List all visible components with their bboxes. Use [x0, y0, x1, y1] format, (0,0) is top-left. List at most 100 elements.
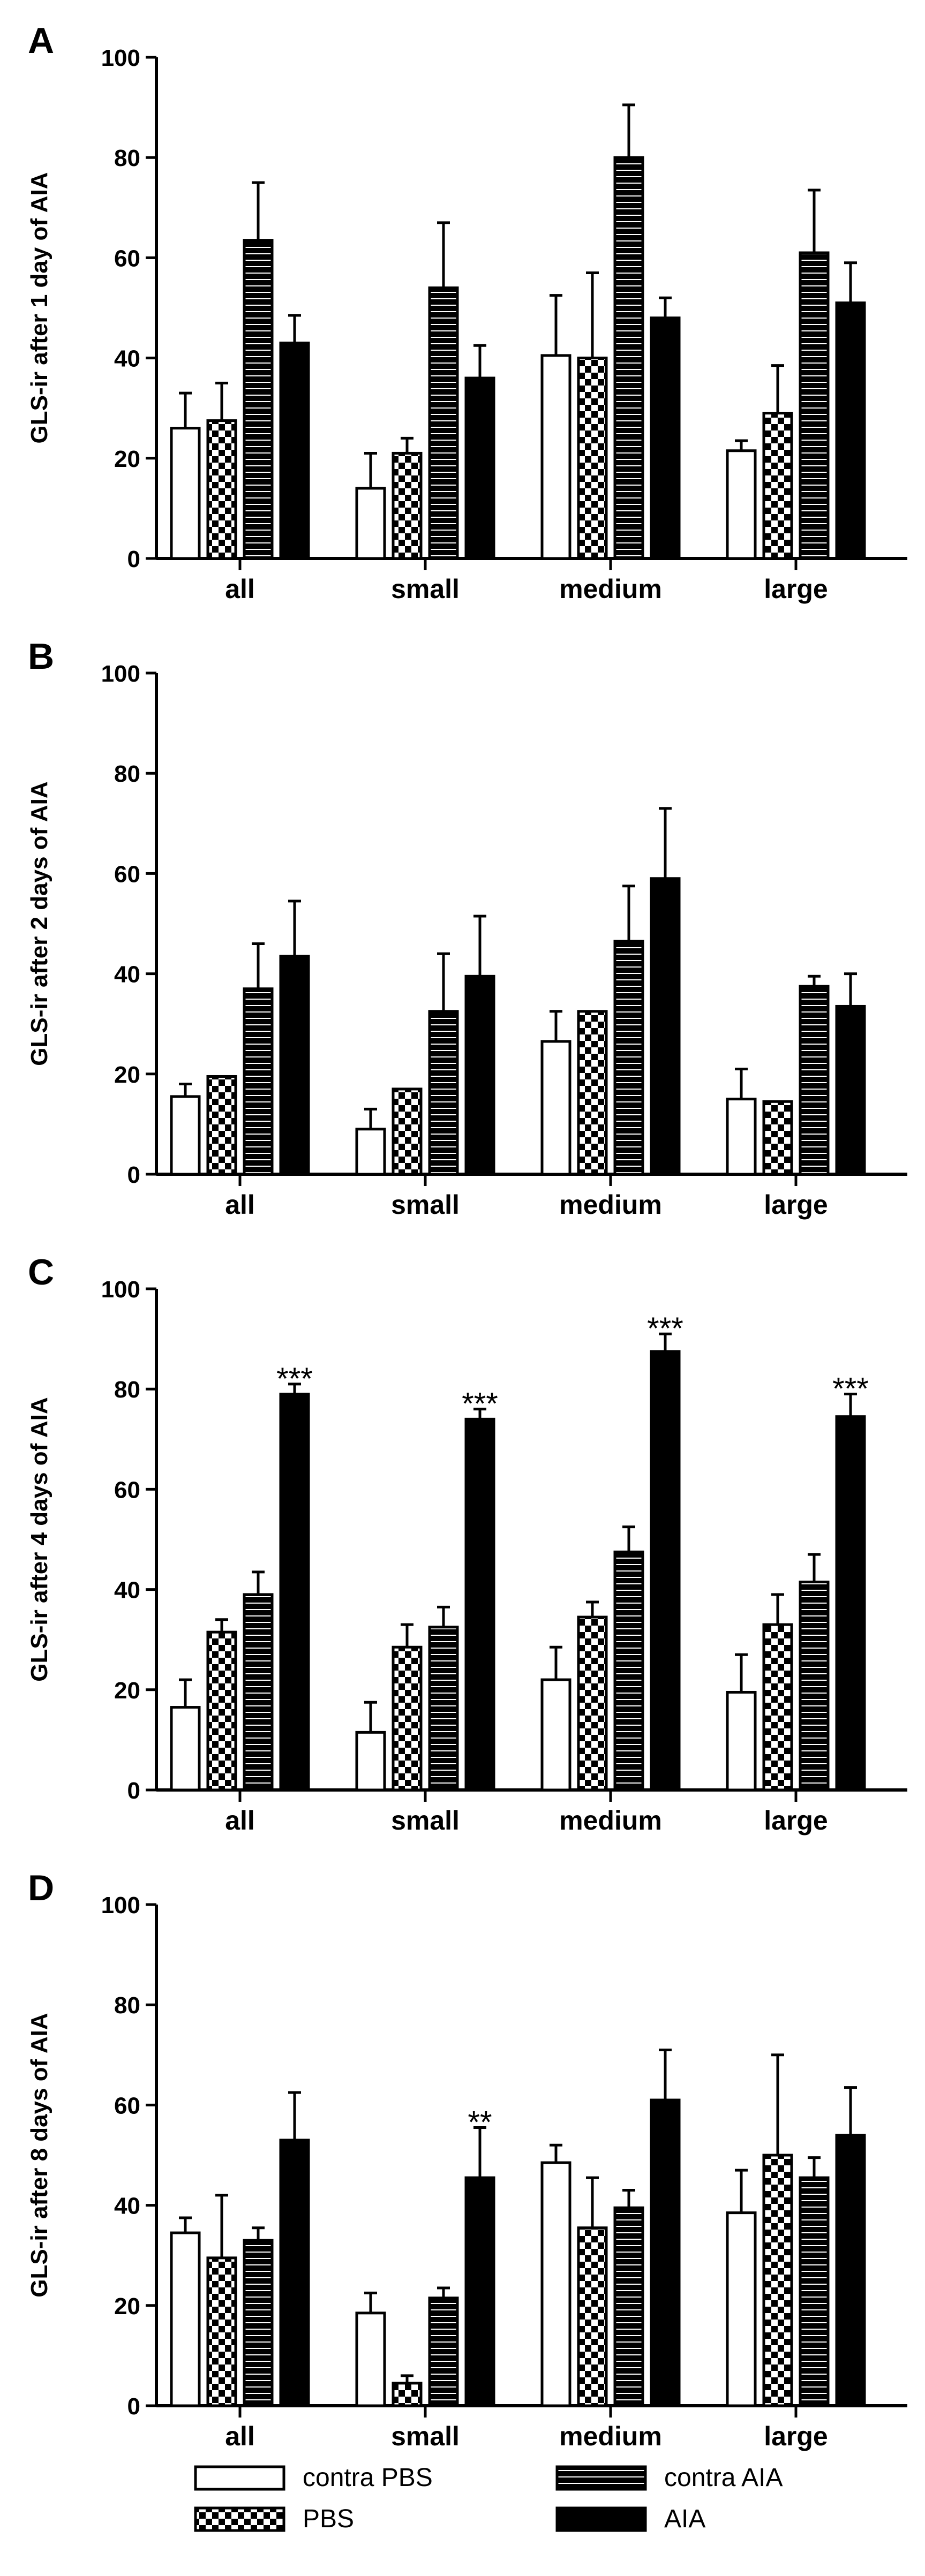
y-tick-label: 20 — [114, 446, 140, 472]
panel-label: C — [28, 1252, 54, 1293]
bar-aia — [835, 301, 866, 560]
bar-contra-pbs — [726, 449, 757, 560]
bar-contra-aia — [428, 1010, 459, 1176]
x-tick-label: small — [391, 1806, 460, 1835]
y-tick-label: 20 — [114, 1062, 140, 1088]
y-tick-label: 0 — [127, 2393, 140, 2420]
bar-contra-pbs — [540, 1678, 571, 1792]
legend-label-aia: AIA — [664, 2505, 705, 2533]
bar-contra-aia — [428, 286, 459, 560]
bar-pbs — [762, 1100, 793, 1176]
significance-marker: ** — [468, 2105, 492, 2140]
bar-contra-aia — [613, 1550, 644, 1792]
bar-contra-pbs — [170, 1095, 201, 1176]
bar-contra-pbs — [170, 427, 201, 560]
bar-contra-aia — [799, 1581, 830, 1792]
bar-aia — [279, 2139, 310, 2407]
significance-marker: *** — [832, 1372, 869, 1407]
bar-contra-pbs — [170, 1706, 201, 1792]
bar-contra-aia — [243, 1593, 274, 1792]
y-tick-label: 60 — [114, 1477, 140, 1503]
bar-contra-aia — [613, 2206, 644, 2407]
bar-contra-aia — [799, 985, 830, 1176]
panel-label: B — [28, 636, 54, 677]
y-tick-label: 40 — [114, 2193, 140, 2219]
bar-aia — [835, 2134, 866, 2407]
bar-pbs — [206, 1630, 237, 1792]
bar-contra-aia — [613, 156, 644, 560]
bar-contra-pbs — [355, 487, 386, 560]
x-tick-label: all — [225, 574, 255, 604]
bar-pbs — [577, 357, 608, 560]
x-tick-label: medium — [559, 1190, 662, 1220]
y-tick-label: 80 — [114, 145, 140, 171]
bar-aia — [279, 342, 310, 560]
x-tick-label: large — [764, 574, 828, 604]
bar-pbs — [577, 1010, 608, 1176]
bar-aia — [464, 975, 495, 1176]
bar-contra-aia — [799, 251, 830, 560]
bar-contra-pbs — [726, 1690, 757, 1792]
legend: contra PBS PBS contra AIA AIA — [194, 2464, 783, 2533]
y-tick-label: 100 — [101, 1892, 140, 1918]
y-tick-label: 40 — [114, 962, 140, 988]
x-tick-label: small — [391, 2421, 460, 2451]
bar-aia — [835, 1004, 866, 1176]
panel-label: A — [28, 20, 54, 61]
y-tick-label: 0 — [127, 546, 140, 572]
bar-aia — [650, 877, 681, 1176]
bar-contra-pbs — [540, 1040, 571, 1176]
chart-panel-b: B GLS-ir after 2 days of AIA 0 20 40 60 80 100 a… — [26, 636, 907, 1220]
chart-panel-c: C GLS-ir after 4 days of AIA 0 20 40 60 80 100 a… — [26, 1252, 907, 1835]
y-tick-label: 0 — [127, 1778, 140, 1804]
y-axis-label: GLS-ir after 8 days of AIA — [26, 2013, 52, 2297]
bar-aia — [464, 2176, 495, 2407]
bar-pbs — [762, 2154, 793, 2407]
x-tick-label: medium — [559, 574, 662, 604]
bar-aia — [835, 1415, 866, 1792]
bar-aia — [464, 376, 495, 560]
x-tick-label: large — [764, 1190, 828, 1220]
y-tick-label: 100 — [101, 661, 140, 687]
legend-label-contra-aia: contra AIA — [664, 2464, 783, 2492]
bar-contra-aia — [243, 987, 274, 1176]
x-tick-label: small — [391, 574, 460, 604]
significance-marker: *** — [276, 1362, 313, 1396]
legend-swatch-aia — [555, 2506, 647, 2532]
y-tick-label: 40 — [114, 346, 140, 372]
bar-contra-aia — [799, 2176, 830, 2407]
chart-panel-d: D GLS-ir after 8 days of AIA 0 20 40 60 80 100 a… — [26, 1868, 907, 2451]
significance-marker: *** — [462, 1387, 498, 1422]
bar-contra-aia — [613, 940, 644, 1176]
bar-contra-pbs — [540, 2161, 571, 2407]
bar-contra-pbs — [355, 1128, 386, 1176]
y-tick-label: 40 — [114, 1577, 140, 1604]
bar-aia — [464, 1417, 495, 1792]
bar-contra-pbs — [170, 2231, 201, 2407]
y-tick-label: 60 — [114, 2092, 140, 2119]
y-tick-label: 60 — [114, 245, 140, 271]
bar-aia — [279, 1393, 310, 1792]
y-tick-label: 60 — [114, 861, 140, 887]
y-tick-label: 80 — [114, 1377, 140, 1403]
y-tick-label: 100 — [101, 1276, 140, 1303]
bar-pbs — [762, 1623, 793, 1792]
bar-aia — [650, 2098, 681, 2407]
bar-contra-aia — [428, 1626, 459, 1792]
bar-pbs — [762, 412, 793, 560]
bar-pbs — [392, 451, 423, 560]
legend-swatch-contra-aia — [555, 2465, 647, 2491]
x-tick-label: all — [225, 2421, 255, 2451]
chart-panel-a: A GLS-ir after 1 day of AIA 0 20 40 60 80 100 al… — [26, 20, 907, 604]
bar-pbs — [577, 2226, 608, 2407]
legend-swatch-pbs — [194, 2506, 285, 2532]
bar-contra-pbs — [355, 1731, 386, 1792]
y-axis-label: GLS-ir after 4 days of AIA — [26, 1397, 52, 1681]
panel-label: D — [28, 1868, 54, 1908]
y-axis-label: GLS-ir after 1 day of AIA — [26, 172, 52, 444]
legend-swatch-contra-pbs — [194, 2465, 285, 2491]
bar-aia — [279, 955, 310, 1176]
significance-marker: *** — [647, 1311, 683, 1346]
x-tick-label: large — [764, 1806, 828, 1835]
